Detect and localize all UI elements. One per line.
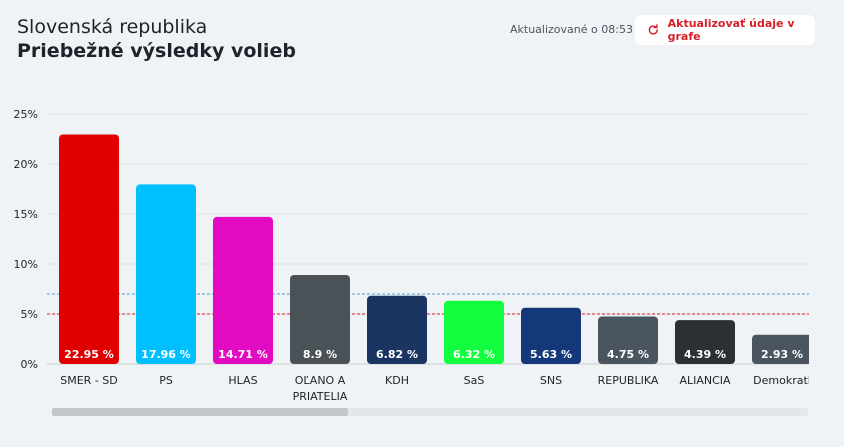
chart-scrollbar-track[interactable] [52, 408, 808, 416]
y-tick-label: 5% [21, 308, 38, 321]
x-tick-label: HLAS [228, 374, 257, 387]
last-updated-text: Aktualizované o 08:53 [510, 23, 633, 36]
bar-value-label: 14.71 % [218, 348, 268, 361]
chart-scrollbar-thumb[interactable] [52, 408, 348, 416]
bar[interactable] [213, 216, 273, 364]
bar-value-label: 2.93 % [761, 348, 803, 361]
bar[interactable] [59, 134, 119, 365]
x-tick-label: SaS [464, 374, 485, 387]
x-tick-label: PRIATELIA [293, 390, 348, 403]
bar-value-label: 6.32 % [453, 348, 495, 361]
bar-value-label: 4.39 % [684, 348, 726, 361]
refresh-chart-button[interactable]: Aktualizovať údaje v grafe [635, 15, 815, 45]
bar-value-label: 6.82 % [376, 348, 418, 361]
y-tick-label: 0% [21, 358, 38, 371]
refresh-chart-label: Aktualizovať údaje v grafe [667, 17, 795, 43]
x-tick-label: OĽANO A [295, 374, 346, 387]
x-tick-label: ALIANCIA [679, 374, 731, 387]
bar-value-label: 5.63 % [530, 348, 572, 361]
bar[interactable] [598, 316, 658, 365]
bar[interactable] [752, 334, 812, 364]
chart-header: Slovenská republika Priebežné výsledky v… [17, 15, 296, 63]
bar-value-label: 8.9 % [303, 348, 337, 361]
bar[interactable] [136, 184, 196, 364]
x-tick-label: SNS [540, 374, 562, 387]
bar[interactable] [367, 295, 427, 364]
y-tick-label: 10% [14, 258, 38, 271]
bar[interactable] [675, 320, 735, 364]
refresh-icon [648, 24, 658, 35]
x-tick-label: KDH [385, 374, 409, 387]
bar[interactable] [290, 275, 350, 364]
bar[interactable] [521, 307, 581, 364]
y-tick-label: 15% [14, 208, 38, 221]
page-title: Slovenská republika [17, 16, 208, 38]
bar[interactable] [444, 300, 504, 364]
results-bar-chart: 0% 5% 10% 15% 20% 25% 22.95 % SMER - SD 17.96 % P… [14, 108, 812, 403]
page-subtitle: Priebežné výsledky volieb [17, 40, 296, 62]
x-tick-label: REPUBLIKA [598, 374, 659, 387]
y-tick-label: 20% [14, 158, 38, 171]
x-tick-label: SMER - SD [60, 374, 117, 387]
bar-value-label: 22.95 % [64, 348, 114, 361]
x-tick-label: Demokrati [753, 374, 811, 387]
bar-value-label: 17.96 % [141, 348, 191, 361]
x-tick-label: PS [159, 374, 173, 387]
y-tick-label: 25% [14, 108, 38, 121]
bar-value-label: 4.75 % [607, 348, 649, 361]
